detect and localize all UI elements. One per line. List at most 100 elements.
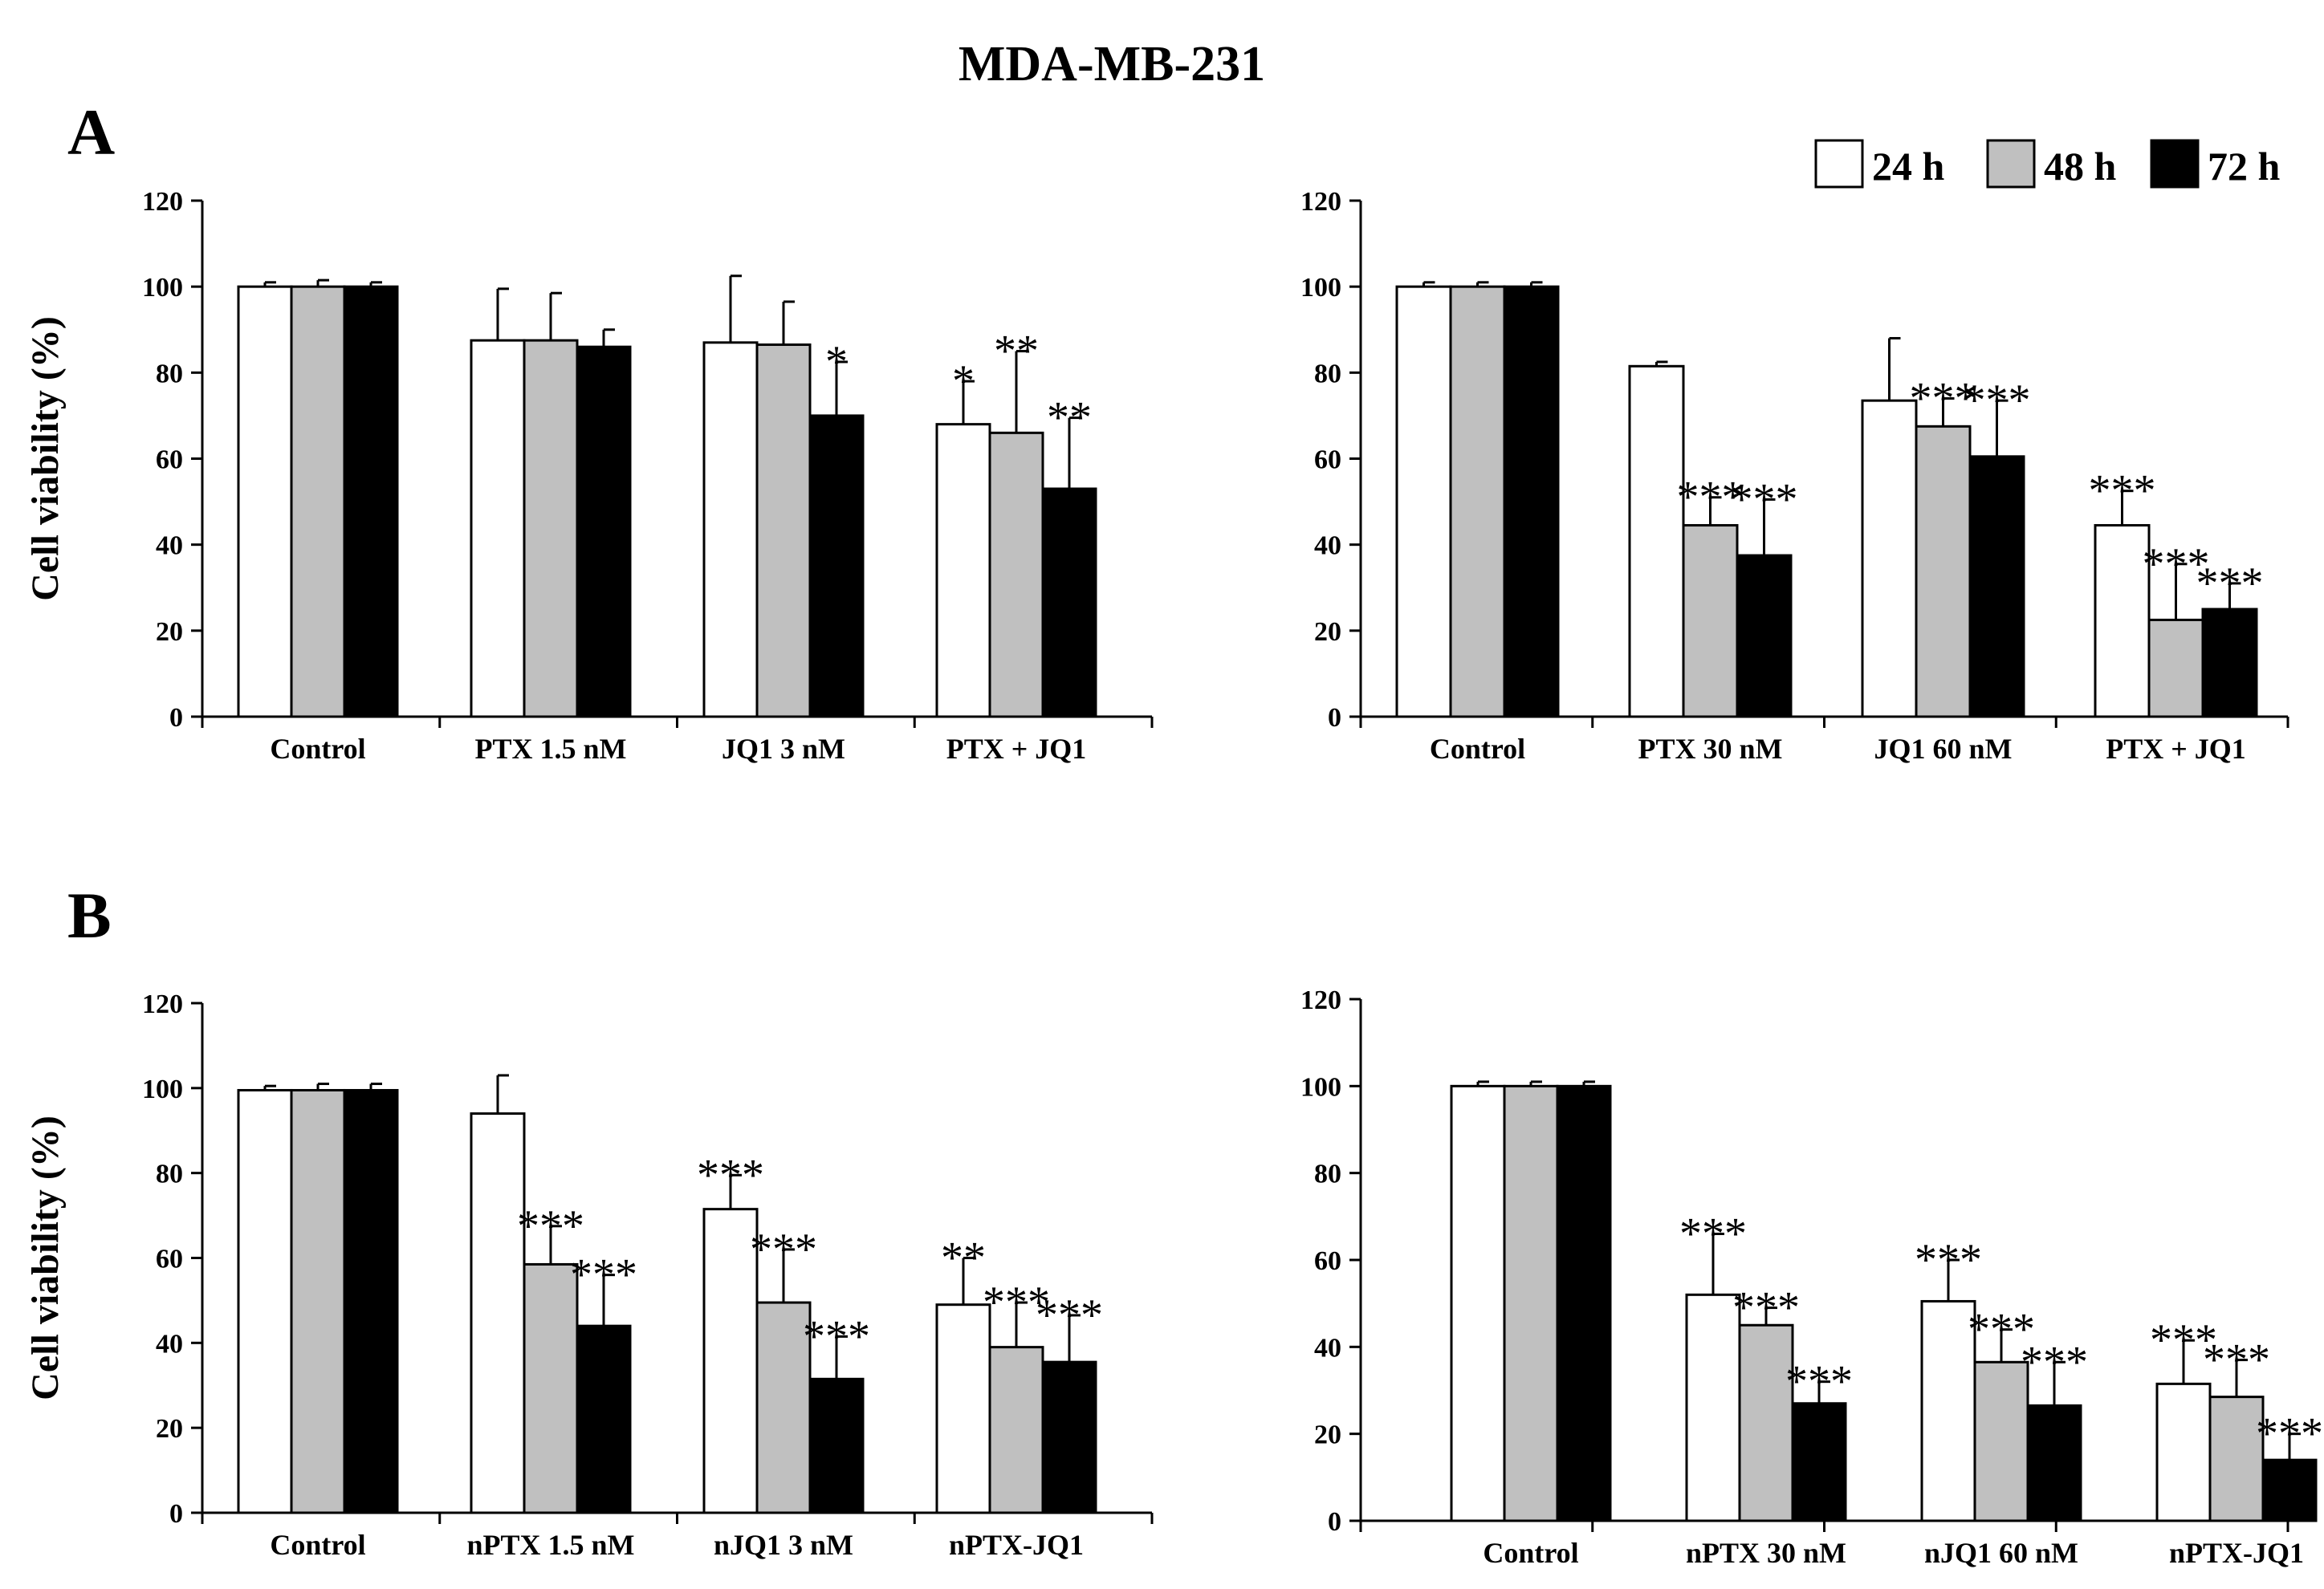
bar	[2026, 1404, 2082, 1522]
legend-label: 72 h	[2208, 144, 2281, 189]
y-tick-label: 100	[142, 273, 183, 303]
y-tick-label: 40	[1314, 531, 1341, 561]
significance-label: ***	[1732, 1283, 1800, 1333]
significance-label: ***	[2203, 1335, 2270, 1385]
y-tick-label: 100	[1300, 1072, 1341, 1102]
y-tick-label: 0	[1328, 1507, 1341, 1537]
bar	[2147, 618, 2204, 718]
bar	[1861, 399, 1918, 718]
chart-bottom-left: 0 20 40 60 80 100 120 Cell viability (%) Control…	[24, 990, 1154, 1561]
y-tick-label: 60	[1314, 1246, 1341, 1276]
y-tick-label: 120	[1300, 986, 1341, 1015]
x-category-label: nPTX-JQ1	[949, 1529, 1084, 1561]
x-category-label: Control	[270, 733, 365, 765]
y-tick-label: 60	[156, 445, 183, 475]
y-tick-label: 60	[156, 1245, 183, 1274]
significance-label: ***	[2143, 539, 2210, 589]
x-category-label: Control	[270, 1529, 365, 1561]
bar	[1503, 1084, 1559, 1522]
bar	[2201, 608, 2258, 718]
x-category-label: JQ1 3 nM	[722, 733, 845, 765]
bar	[755, 1301, 812, 1514]
legend-item: 72 h	[2150, 139, 2281, 189]
charts-container: 0 20 40 60 80 100 120 Cell viability (%) Control…	[24, 187, 2323, 1569]
significance-label: ***	[697, 1150, 764, 1200]
y-tick-label: 120	[142, 990, 183, 1019]
bar	[576, 345, 632, 718]
significance-label: ***	[1964, 376, 2031, 425]
x-category-label: nPTX 1.5 nM	[466, 1529, 634, 1561]
legend-label: 48 h	[2044, 144, 2117, 189]
bar	[1395, 285, 1452, 718]
y-tick-label: 60	[1314, 445, 1341, 475]
legend-swatch	[2150, 139, 2200, 189]
y-tick-label: 40	[156, 1329, 183, 1359]
y-tick-label: 20	[1314, 1420, 1341, 1450]
y-tick-label: 120	[142, 187, 183, 217]
y-tick-label: 80	[156, 1160, 183, 1189]
y-tick-label: 100	[142, 1075, 183, 1104]
x-category-label: JQ1 60 nM	[1874, 733, 2012, 765]
significance-label: ***	[1910, 373, 1977, 423]
significance-label: **	[994, 327, 1039, 376]
y-tick-label: 120	[1300, 187, 1341, 217]
bar	[988, 1346, 1044, 1514]
bar	[1450, 1084, 1506, 1522]
bar	[343, 285, 399, 718]
y-tick-label: 40	[1314, 1333, 1341, 1363]
bar	[1682, 524, 1739, 718]
y-tick-label: 40	[156, 531, 183, 561]
x-category-label: PTX + JQ1	[2106, 733, 2246, 765]
bar	[935, 1303, 991, 1514]
x-category-label: PTX 1.5 nM	[475, 733, 627, 765]
y-tick-label: 20	[1314, 617, 1341, 647]
bar	[702, 1208, 759, 1514]
significance-label: ***	[1785, 1357, 1853, 1407]
bar	[2094, 524, 2151, 718]
y-axis-label: Cell viability (%)	[24, 316, 67, 601]
bar	[1738, 1323, 1794, 1522]
legend-swatch	[1986, 139, 2036, 189]
x-category-label: Control	[1483, 1537, 1578, 1569]
bar	[755, 343, 812, 718]
x-category-label: nPTX-JQ1	[2169, 1537, 2304, 1569]
significance-label: **	[1047, 393, 1092, 443]
x-category-label: nJQ1 60 nM	[1924, 1537, 2078, 1569]
significance-label: ***	[1036, 1290, 1103, 1340]
x-category-label: nPTX 30 nM	[1686, 1537, 1846, 1569]
y-tick-label: 20	[156, 1414, 183, 1444]
panel-label-b: B	[67, 879, 112, 952]
bar	[2208, 1396, 2265, 1522]
legend: 24 h 48 h 72 h	[1814, 139, 2281, 189]
bar	[523, 1262, 579, 1514]
significance-label: ***	[517, 1201, 584, 1251]
y-tick-label: 80	[1314, 1160, 1341, 1189]
bar	[470, 1112, 526, 1514]
bar	[343, 1088, 399, 1514]
bar	[290, 1088, 346, 1514]
x-category-label: nJQ1 3 nM	[714, 1529, 853, 1561]
bar	[470, 339, 526, 718]
figure-title: MDA-MB-231	[958, 37, 1265, 91]
legend-swatch	[1814, 139, 1864, 189]
significance-label: ***	[570, 1250, 637, 1300]
significance-label: ***	[2021, 1337, 2088, 1387]
bar	[1968, 455, 2025, 718]
bar	[808, 1377, 865, 1514]
bar	[988, 431, 1044, 718]
bar	[1449, 285, 1506, 718]
bar	[1791, 1402, 1847, 1522]
significance-label: *	[825, 337, 848, 387]
x-category-label: Control	[1430, 733, 1525, 765]
bar	[1556, 1084, 1612, 1522]
y-tick-label: 20	[156, 617, 183, 647]
y-tick-label: 100	[1300, 273, 1341, 303]
y-tick-label: 0	[169, 703, 183, 733]
significance-label: ***	[1968, 1305, 2035, 1355]
y-tick-label: 0	[1328, 703, 1341, 733]
significance-label: ***	[2256, 1409, 2323, 1459]
significance-label: *	[952, 356, 975, 406]
bar	[237, 285, 293, 718]
significance-label: ***	[750, 1225, 817, 1274]
